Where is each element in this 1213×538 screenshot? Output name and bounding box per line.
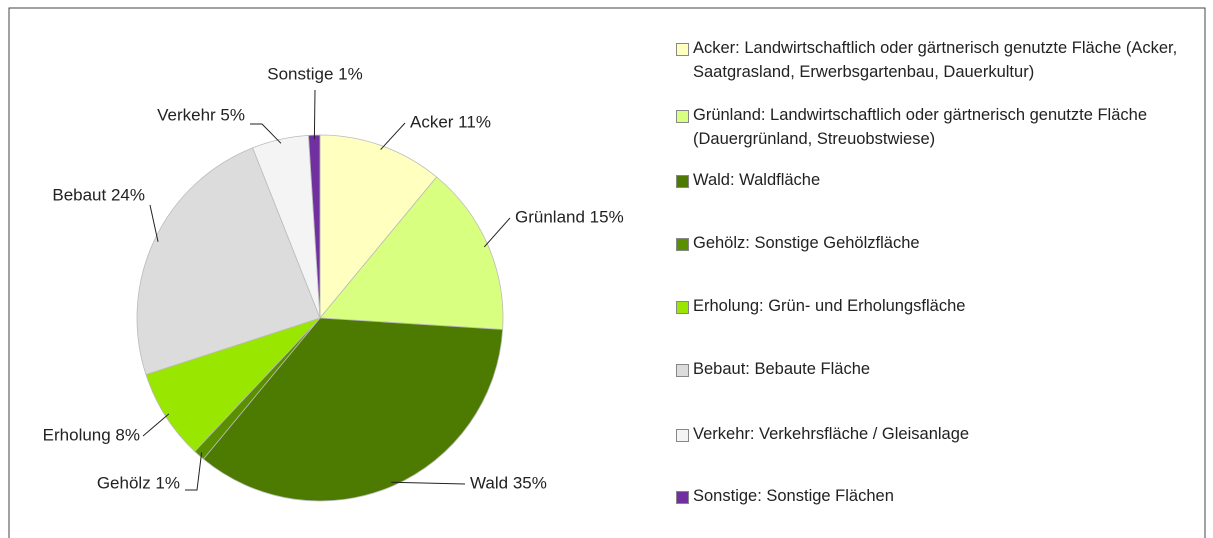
- legend-swatch: [676, 238, 689, 251]
- legend-swatch: [676, 301, 689, 314]
- data-label: Wald 35%: [470, 473, 547, 492]
- frame: [8, 7, 1206, 538]
- legend-swatch: [676, 429, 689, 442]
- legend-item: Erholung: Grün- und Erholungsfläche: [676, 294, 1186, 318]
- leader-line: [250, 123, 282, 144]
- legend-item: Grünland: Landwirtschaftlich oder gärtne…: [676, 103, 1186, 151]
- leader-line: [391, 481, 466, 485]
- leader-line: [185, 452, 203, 491]
- pie-slice: [319, 176, 504, 330]
- legend-label: Bebaut: Bebaute Fläche: [693, 360, 871, 378]
- legend-item: Sonstige: Sonstige Flächen: [676, 484, 1186, 508]
- data-label: Verkehr 5%: [157, 105, 245, 124]
- legend-item: Gehölz: Sonstige Gehölzfläche: [676, 231, 1186, 255]
- leader-line: [483, 217, 511, 248]
- legend-item: Wald: Waldfläche: [676, 168, 1186, 192]
- leader-line: [313, 89, 316, 140]
- legend-label: Acker: Landwirtschaftlich oder gärtneris…: [693, 39, 1178, 81]
- data-label: Sonstige 1%: [267, 64, 362, 83]
- legend-label: Verkehr: Verkehrsfläche / Gleisanlage: [693, 425, 970, 443]
- data-label: Erholung 8%: [43, 425, 140, 444]
- leader-line: [142, 413, 170, 437]
- legend-swatch: [676, 43, 689, 56]
- data-label: Gehölz 1%: [97, 473, 180, 492]
- legend-swatch: [676, 364, 689, 377]
- legend-swatch: [676, 491, 689, 504]
- pie-slice: [136, 147, 321, 376]
- leader-line: [380, 122, 406, 150]
- legend-label: Gehölz: Sonstige Gehölzfläche: [693, 234, 920, 252]
- pie-slice: [319, 134, 438, 320]
- legend-swatch: [676, 175, 689, 188]
- leader-line: [149, 204, 159, 242]
- data-label: Acker 11%: [410, 112, 491, 131]
- legend-label: Erholung: Grün- und Erholungsfläche: [693, 297, 966, 315]
- legend-swatch: [676, 110, 689, 123]
- legend-item: Verkehr: Verkehrsfläche / Gleisanlage: [676, 422, 1186, 446]
- legend-item: Acker: Landwirtschaftlich oder gärtneris…: [676, 36, 1186, 84]
- legend-label: Sonstige: Sonstige Flächen: [693, 487, 894, 505]
- pie-slice: [202, 317, 504, 502]
- pie-slice: [145, 317, 321, 452]
- data-label: Bebaut 24%: [52, 185, 145, 204]
- legend-item: Bebaut: Bebaute Fläche: [676, 357, 1186, 381]
- legend-label: Grünland: Landwirtschaftlich oder gärtne…: [693, 106, 1147, 148]
- data-label: Grünland 15%: [515, 207, 624, 226]
- legend-label: Wald: Waldfläche: [693, 171, 821, 189]
